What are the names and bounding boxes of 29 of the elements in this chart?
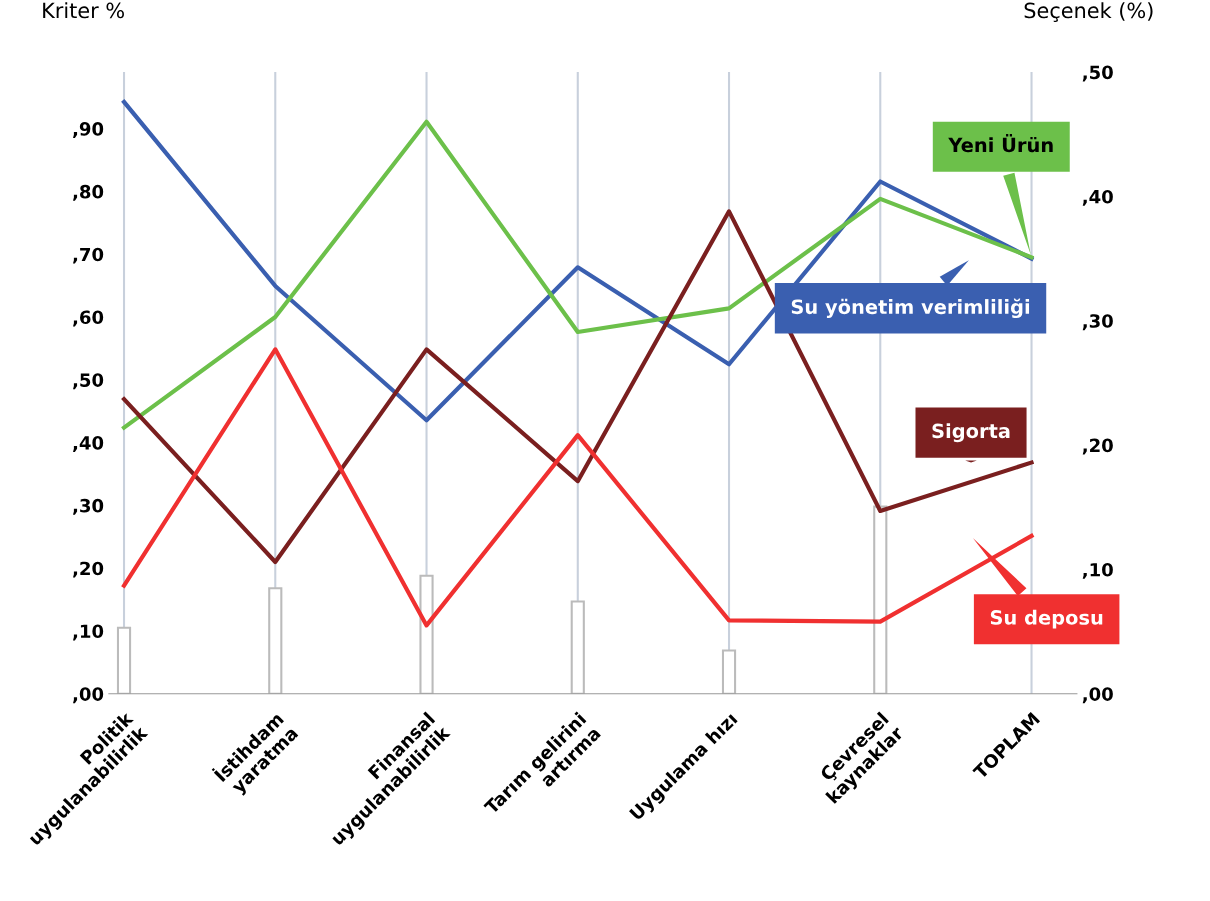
- bar: [570, 600, 585, 694]
- y-tick-label: ,50: [73, 373, 104, 390]
- line-series: [121, 209, 1034, 565]
- bar: [419, 574, 434, 694]
- y-axis-title: Kriter %: [43, 2, 124, 19]
- text: Yeni Ürün: [948, 134, 1053, 153]
- legend-label: Su yönetim verimliliği: [791, 298, 1030, 319]
- y-tick-label: ,20: [73, 561, 104, 578]
- bar: [873, 505, 888, 694]
- y-tick-label: ,60: [73, 310, 104, 327]
- y-tick-label: ,30: [73, 498, 104, 515]
- text: Su deposu: [990, 609, 1103, 629]
- y-tick-label: ,80: [73, 184, 104, 201]
- y2-tick-label: ,30: [1082, 314, 1113, 331]
- y2-tick-label: ,20: [1082, 438, 1113, 455]
- y2-tick-label: ,40: [1082, 189, 1113, 206]
- y2-tick-label: ,00: [1082, 687, 1113, 704]
- y-tick-label: ,70: [73, 247, 104, 264]
- y-tick-label: ,00: [73, 687, 104, 704]
- y-tick-label: ,40: [73, 436, 104, 453]
- y2-axis-title: Seçenek (%): [1024, 2, 1153, 23]
- bar: [721, 649, 737, 694]
- y-tick-label: ,90: [73, 122, 104, 139]
- y2-tick-label: ,50: [1082, 65, 1113, 82]
- bar: [116, 626, 132, 694]
- series-label: Sigorta: [932, 423, 1010, 443]
- y2-tick-label: ,10: [1082, 562, 1113, 579]
- y-tick-label: ,10: [73, 624, 104, 641]
- bar: [268, 587, 283, 694]
